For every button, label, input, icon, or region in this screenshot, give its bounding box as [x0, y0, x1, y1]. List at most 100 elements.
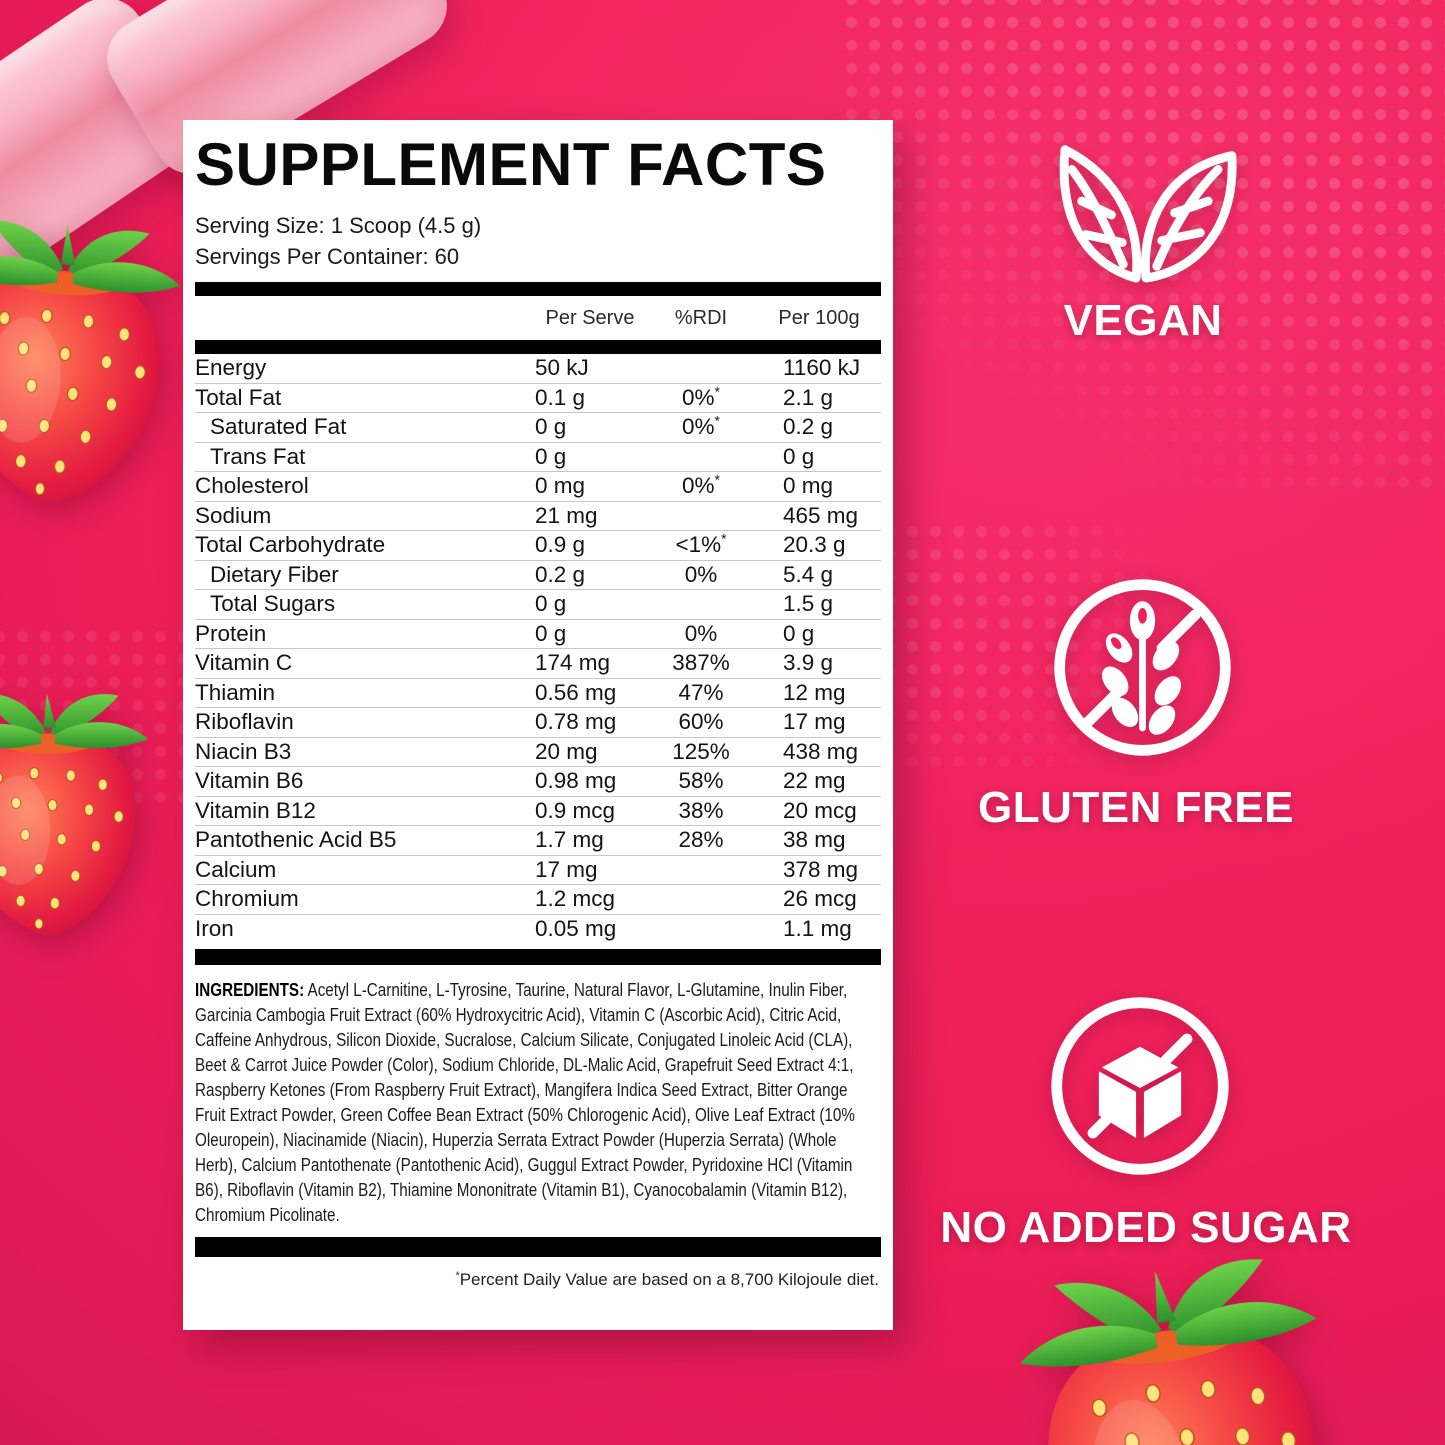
- per-serve-value: 0 mg: [535, 473, 586, 499]
- footnote-asterisk: *: [455, 1269, 460, 1282]
- nutrient-row: Thiamin 0.56 mg 47% 12 mg: [195, 679, 881, 709]
- per-serve-value: 20 mg: [535, 738, 598, 764]
- nutrient-name: Riboflavin: [195, 709, 294, 735]
- per-serve-value: 0.56 mg: [535, 679, 617, 705]
- nutrient-row: Vitamin B6 0.98 mg 58% 22 mg: [195, 767, 881, 797]
- per-100g-value: 1.1 mg: [783, 916, 852, 942]
- per-100g-value: 38 mg: [783, 827, 846, 853]
- nutrient-name: Vitamin B6: [195, 768, 304, 794]
- nutrient-row: Vitamin C 174 mg 387% 3.9 g: [195, 649, 881, 679]
- per-100g-value: 22 mg: [783, 768, 846, 794]
- column-header-per-100g: Per 100g: [778, 306, 860, 329]
- rdi-value: 0%: [684, 561, 718, 587]
- per-serve-value: 174 mg: [535, 650, 611, 676]
- per-serve-value: 17 mg: [535, 856, 598, 882]
- per-serve-value: 50 kJ: [535, 355, 589, 381]
- per-100g-value: 3.9 g: [783, 650, 834, 676]
- per-serve-value: 0.78 mg: [535, 709, 617, 735]
- per-serve-value: 0.1 g: [535, 384, 586, 410]
- nutrient-row: Protein 0 g 0% 0 g: [195, 620, 881, 650]
- divider-bar: [195, 949, 881, 966]
- nutrient-name: Energy: [195, 355, 267, 381]
- panel-title: SUPPLEMENT FACTS: [195, 131, 827, 198]
- nutrient-row: Cholesterol 0 mg 0%* 0 mg: [195, 472, 881, 502]
- nutrient-row: Dietary Fiber 0.2 g 0% 5.4 g: [195, 561, 881, 591]
- nutrient-row: Riboflavin 0.78 mg 60% 17 mg: [195, 708, 881, 738]
- column-header-row: Per Serve %RDI Per 100g: [195, 296, 881, 340]
- per-serve-value: 0.9 mcg: [535, 797, 616, 823]
- per-100g-value: 438 mg: [783, 738, 859, 764]
- per-serve-value: 1.2 mcg: [535, 886, 616, 912]
- nutrient-row: Iron 0.05 mg 1.1 mg: [195, 915, 881, 945]
- nutrient-row: Niacin B3 20 mg 125% 438 mg: [195, 738, 881, 768]
- nutrient-name: Pantothenic Acid B5: [195, 827, 397, 853]
- per-serve-value: 0.05 mg: [535, 916, 617, 942]
- nutrient-row: Total Fat 0.1 g 0%* 2.1 g: [195, 384, 881, 414]
- nutrient-name: Protein: [195, 620, 267, 646]
- rdi-asterisk: *: [714, 383, 720, 400]
- per-serve-value: 0 g: [535, 591, 567, 617]
- servings-per-container: Servings Per Container: 60: [195, 244, 460, 270]
- ingredients-paragraph: INGREDIENTS: Acetyl L-Carnitine, L-Tyros…: [195, 977, 881, 1227]
- per-100g-value: 1.5 g: [783, 591, 834, 617]
- divider-bar: [195, 282, 881, 297]
- gluten-free-wheat-icon: [1054, 579, 1231, 756]
- rdi-value: 0%*: [682, 471, 720, 499]
- rdi-asterisk: *: [714, 412, 720, 429]
- strawberry-image: [0, 682, 162, 950]
- per-100g-value: 26 mcg: [783, 886, 857, 912]
- nutrient-name: Sodium: [195, 502, 272, 528]
- divider-bar: [195, 1237, 881, 1258]
- column-header-rdi: %RDI: [674, 306, 728, 329]
- nutrient-name: Total Carbohydrate: [195, 532, 386, 558]
- per-100g-value: 2.1 g: [783, 384, 834, 410]
- per-100g-value: 17 mg: [783, 709, 846, 735]
- nutrient-name: Dietary Fiber: [210, 561, 339, 587]
- nutrient-name: Vitamin B12: [195, 797, 316, 823]
- per-serve-value: 0.98 mg: [535, 768, 617, 794]
- column-header-per-serve: Per Serve: [545, 306, 635, 329]
- nutrient-name: Vitamin C: [195, 650, 293, 676]
- nutrient-row: Calcium 17 mg 378 mg: [195, 856, 881, 886]
- nutrient-row: Trans Fat 0 g 0 g: [195, 443, 881, 473]
- nutrient-row: Energy 50 kJ 1160 kJ: [195, 354, 881, 384]
- daily-value-footnote: *Percent Daily Value are based on a 8,70…: [195, 1270, 879, 1290]
- per-100g-value: 0.2 g: [783, 414, 834, 440]
- no-added-sugar-cube-icon: [1051, 997, 1229, 1175]
- nutrient-row: Saturated Fat 0 g 0%* 0.2 g: [195, 413, 881, 443]
- ingredients-text: Acetyl L-Carnitine, L-Tyrosine, Taurine,…: [195, 979, 855, 1226]
- per-100g-value: 12 mg: [783, 679, 846, 705]
- nutrient-row: Pantothenic Acid B5 1.7 mg 28% 38 mg: [195, 826, 881, 856]
- rdi-value: 38%: [678, 797, 724, 823]
- rdi-value: <1%*: [675, 530, 727, 558]
- per-100g-value: 0 g: [783, 620, 815, 646]
- rdi-value: 0%*: [682, 383, 720, 410]
- nutrient-row: Vitamin B12 0.9 mcg 38% 20 mcg: [195, 797, 881, 827]
- rdi-value: 125%: [672, 738, 730, 764]
- vegan-badge-label: VEGAN: [1063, 296, 1223, 345]
- per-100g-value: 5.4 g: [783, 561, 834, 587]
- per-serve-value: 0.9 g: [535, 532, 586, 558]
- per-100g-value: 20 mcg: [783, 797, 857, 823]
- nutrient-name: Thiamin: [195, 679, 276, 705]
- nutrient-name: Chromium: [195, 886, 299, 912]
- rdi-asterisk: *: [714, 471, 720, 488]
- rdi-value: 58%: [678, 768, 724, 794]
- per-100g-value: 378 mg: [783, 856, 859, 882]
- strawberry-image: [0, 203, 200, 529]
- per-100g-value: 20.3 g: [783, 532, 846, 558]
- footnote-text: Percent Daily Value are based on a 8,700…: [459, 1270, 879, 1290]
- per-serve-value: 1.7 mg: [535, 827, 604, 853]
- nutrient-row: Sodium 21 mg 465 mg: [195, 502, 881, 532]
- strawberry-image: [983, 1230, 1381, 1445]
- nutrient-name: Iron: [195, 916, 234, 942]
- nutrient-row: Total Carbohydrate 0.9 g <1%* 20.3 g: [195, 531, 881, 561]
- rdi-value: 387%: [672, 650, 730, 676]
- per-100g-value: 1160 kJ: [783, 355, 861, 381]
- nutrient-table: Energy 50 kJ 1160 kJ Total Fat 0.1 g 0%* 2.1 g…: [195, 354, 881, 944]
- nutrient-name: Total Fat: [195, 384, 282, 410]
- nutrient-name: Cholesterol: [195, 473, 309, 499]
- rdi-value: 47%: [678, 679, 724, 705]
- per-serve-value: 0 g: [535, 620, 567, 646]
